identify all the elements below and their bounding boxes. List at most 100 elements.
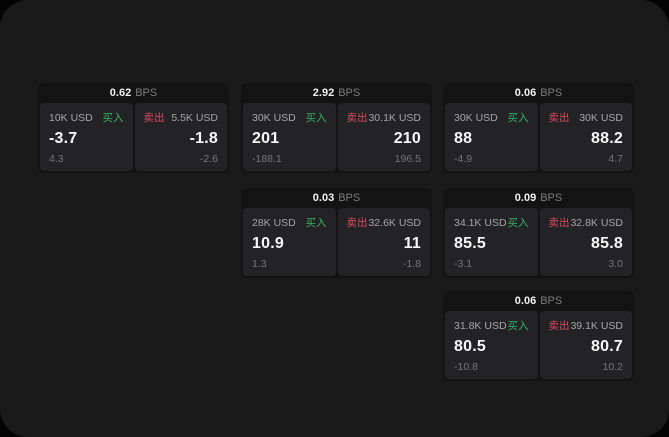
buy-delta: 4.3 <box>49 153 64 165</box>
sell-tile-top: 卖出 30K USD <box>549 110 624 125</box>
buy-delta: -188.1 <box>252 153 282 165</box>
spread-value: 0.06 <box>514 87 537 99</box>
buy-tile-top: 34.1K USD 买入 <box>454 215 529 230</box>
sell-tile[interactable]: 卖出 39.1K USD 80.7 10.2 <box>539 311 632 379</box>
sell-tile[interactable]: 卖出 32.6K USD 11 -1.8 <box>337 208 430 276</box>
sell-tile-top: 卖出 5.5K USD <box>144 110 219 125</box>
sell-tile[interactable]: 卖出 5.5K USD -1.8 -2.6 <box>134 103 227 171</box>
buy-side-label: 买入 <box>507 217 529 229</box>
sell-tile-top: 卖出 32.8K USD <box>549 215 624 230</box>
buy-price: 10.9 <box>252 235 284 252</box>
quote-card: 0.03 BPS 28K USD 买入 10.9 1.3 卖出 32.6K US… <box>241 188 432 278</box>
bps-unit-label: BPS <box>540 295 563 307</box>
sell-notional: 30.1K USD <box>368 111 421 124</box>
quote-card: 0.62 BPS 10K USD 买入 -3.7 4.3 卖出 5.5K USD… <box>38 83 229 173</box>
sell-side-label: 卖出 <box>346 112 368 124</box>
sell-notional: 30K USD <box>579 111 623 124</box>
quote-panes: 31.8K USD 买入 80.5 -10.8 卖出 39.1K USD 80.… <box>445 311 632 379</box>
buy-tile[interactable]: 28K USD 买入 10.9 1.3 <box>243 208 336 276</box>
buy-delta: -3.1 <box>454 258 473 270</box>
quote-panes: 10K USD 买入 -3.7 4.3 卖出 5.5K USD -1.8 -2.… <box>40 103 227 171</box>
spread-header: 0.06 BPS <box>445 83 632 103</box>
sell-tile[interactable]: 卖出 32.8K USD 85.8 3.0 <box>539 208 632 276</box>
buy-price: 80.5 <box>454 338 486 355</box>
buy-side-label: 买入 <box>102 112 124 124</box>
buy-price: 85.5 <box>454 235 486 252</box>
quote-card: 2.92 BPS 30K USD 买入 201 -188.1 卖出 30.1K … <box>241 83 432 173</box>
sell-delta: 196.5 <box>394 153 421 165</box>
buy-tile[interactable]: 10K USD 买入 -3.7 4.3 <box>40 103 133 171</box>
sell-price: 210 <box>393 130 421 147</box>
sell-price: -1.8 <box>189 130 218 147</box>
spread-header: 0.06 BPS <box>445 291 632 311</box>
spread-header: 0.62 BPS <box>40 83 227 103</box>
buy-delta: -4.9 <box>454 153 473 165</box>
quote-card: 0.06 BPS 30K USD 买入 88 -4.9 卖出 30K USD 8… <box>443 83 634 173</box>
sell-side-label: 卖出 <box>548 112 570 124</box>
bps-unit-label: BPS <box>540 192 563 204</box>
bps-unit-label: BPS <box>338 87 361 99</box>
buy-tile[interactable]: 34.1K USD 买入 85.5 -3.1 <box>445 208 538 276</box>
buy-side-label: 买入 <box>305 217 327 229</box>
sell-side-label: 卖出 <box>548 217 570 229</box>
quote-card: 0.09 BPS 34.1K USD 买入 85.5 -3.1 卖出 32.8K… <box>443 188 634 278</box>
buy-tile-top: 30K USD 买入 <box>454 110 529 125</box>
sell-tile-top: 卖出 30.1K USD <box>347 110 422 125</box>
quote-card: 0.06 BPS 31.8K USD 买入 80.5 -10.8 卖出 39.1… <box>443 291 634 381</box>
sell-tile[interactable]: 卖出 30K USD 88.2 4.7 <box>539 103 632 171</box>
sell-side-label: 卖出 <box>346 217 368 229</box>
sell-delta: -1.8 <box>402 258 421 270</box>
buy-notional: 10K USD <box>49 111 93 124</box>
sell-notional: 39.1K USD <box>570 319 623 332</box>
quote-panes: 30K USD 买入 201 -188.1 卖出 30.1K USD 210 1… <box>243 103 430 171</box>
spread-value: 0.09 <box>514 192 537 204</box>
quote-panes: 28K USD 买入 10.9 1.3 卖出 32.6K USD 11 -1.8 <box>243 208 430 276</box>
bps-unit-label: BPS <box>338 192 361 204</box>
buy-side-label: 买入 <box>507 320 529 332</box>
sell-price: 11 <box>403 235 421 252</box>
buy-notional: 34.1K USD <box>454 216 507 229</box>
buy-delta: -10.8 <box>454 361 478 373</box>
sell-delta: 3.0 <box>608 258 623 270</box>
spread-header: 0.09 BPS <box>445 188 632 208</box>
spread-value: 0.06 <box>514 295 537 307</box>
buy-side-label: 买入 <box>305 112 327 124</box>
buy-price: -3.7 <box>49 130 78 147</box>
bps-unit-label: BPS <box>540 87 563 99</box>
buy-tile-top: 28K USD 买入 <box>252 215 327 230</box>
spread-value: 0.62 <box>109 87 132 99</box>
buy-delta: 1.3 <box>252 258 267 270</box>
buy-tile[interactable]: 30K USD 买入 201 -188.1 <box>243 103 336 171</box>
sell-tile-top: 卖出 32.6K USD <box>347 215 422 230</box>
quote-panes: 34.1K USD 买入 85.5 -3.1 卖出 32.8K USD 85.8… <box>445 208 632 276</box>
sell-notional: 5.5K USD <box>171 111 218 124</box>
sell-price: 88.2 <box>591 130 623 147</box>
buy-tile-top: 30K USD 买入 <box>252 110 327 125</box>
quote-panes: 30K USD 买入 88 -4.9 卖出 30K USD 88.2 4.7 <box>445 103 632 171</box>
buy-notional: 28K USD <box>252 216 296 229</box>
sell-delta: 10.2 <box>602 361 623 373</box>
sell-delta: 4.7 <box>608 153 623 165</box>
sell-tile-top: 卖出 39.1K USD <box>549 318 624 333</box>
sell-tile[interactable]: 卖出 30.1K USD 210 196.5 <box>337 103 430 171</box>
sell-side-label: 卖出 <box>548 320 570 332</box>
buy-tile[interactable]: 31.8K USD 买入 80.5 -10.8 <box>445 311 538 379</box>
spread-header: 0.03 BPS <box>243 188 430 208</box>
buy-tile[interactable]: 30K USD 买入 88 -4.9 <box>445 103 538 171</box>
sell-price: 85.8 <box>591 235 623 252</box>
sell-price: 80.7 <box>591 338 623 355</box>
spread-value: 2.92 <box>312 87 335 99</box>
buy-side-label: 买入 <box>507 112 529 124</box>
buy-price: 201 <box>252 130 280 147</box>
sell-delta: -2.6 <box>199 153 218 165</box>
spread-header: 2.92 BPS <box>243 83 430 103</box>
sell-notional: 32.6K USD <box>368 216 421 229</box>
bps-unit-label: BPS <box>135 87 158 99</box>
buy-price: 88 <box>454 130 473 147</box>
sell-side-label: 卖出 <box>143 112 165 124</box>
buy-tile-top: 10K USD 买入 <box>49 110 124 125</box>
sell-notional: 32.8K USD <box>570 216 623 229</box>
buy-notional: 30K USD <box>454 111 498 124</box>
buy-notional: 30K USD <box>252 111 296 124</box>
